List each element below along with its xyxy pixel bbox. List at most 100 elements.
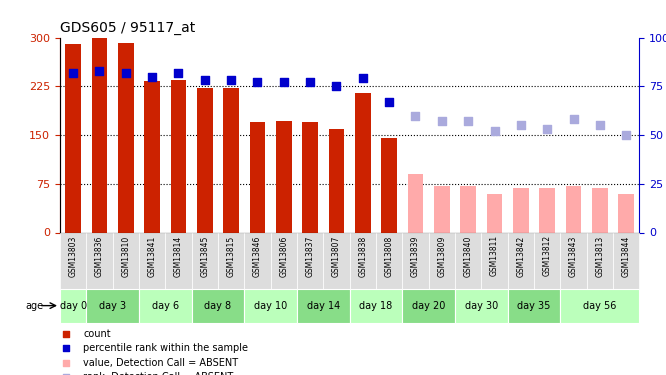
Text: GSM13838: GSM13838 — [358, 236, 368, 277]
Text: GSM13811: GSM13811 — [490, 236, 499, 276]
Text: day 8: day 8 — [204, 301, 232, 310]
Text: day 10: day 10 — [254, 301, 287, 310]
Point — [94, 68, 105, 74]
Text: GSM13803: GSM13803 — [69, 236, 78, 277]
Text: GSM13812: GSM13812 — [543, 236, 551, 276]
FancyBboxPatch shape — [113, 232, 139, 289]
FancyBboxPatch shape — [139, 232, 165, 289]
Text: day 20: day 20 — [412, 301, 446, 310]
FancyBboxPatch shape — [429, 232, 455, 289]
Text: day 18: day 18 — [360, 301, 393, 310]
Bar — [408, 174, 424, 232]
Point — [331, 83, 342, 89]
FancyBboxPatch shape — [87, 289, 139, 322]
FancyBboxPatch shape — [402, 232, 429, 289]
Bar — [250, 122, 265, 232]
FancyBboxPatch shape — [587, 232, 613, 289]
FancyBboxPatch shape — [297, 232, 323, 289]
Point — [397, 237, 408, 243]
Text: GSM13844: GSM13844 — [621, 236, 631, 277]
Text: GSM13842: GSM13842 — [516, 236, 525, 277]
Bar — [118, 44, 134, 232]
Text: day 35: day 35 — [517, 301, 551, 310]
FancyBboxPatch shape — [560, 289, 639, 322]
Point — [621, 132, 631, 138]
FancyBboxPatch shape — [192, 289, 244, 322]
Text: day 30: day 30 — [465, 301, 498, 310]
Bar — [302, 122, 318, 232]
Text: GSM13807: GSM13807 — [332, 236, 341, 277]
Point — [68, 70, 79, 76]
Text: GSM13815: GSM13815 — [226, 236, 236, 277]
Text: GSM13841: GSM13841 — [148, 236, 157, 277]
FancyBboxPatch shape — [613, 232, 639, 289]
FancyBboxPatch shape — [139, 289, 192, 322]
Text: GSM13836: GSM13836 — [95, 236, 104, 277]
Point — [542, 126, 553, 132]
Text: GSM13846: GSM13846 — [253, 236, 262, 277]
FancyBboxPatch shape — [60, 289, 87, 322]
Bar — [223, 88, 239, 232]
Text: GSM13810: GSM13810 — [121, 236, 131, 277]
Point — [200, 77, 210, 83]
Bar — [434, 186, 450, 232]
FancyBboxPatch shape — [244, 289, 297, 322]
FancyBboxPatch shape — [350, 232, 376, 289]
Point — [305, 80, 316, 86]
Text: GSM13814: GSM13814 — [174, 236, 183, 277]
Point — [173, 70, 184, 76]
Bar — [145, 81, 160, 232]
Point — [410, 112, 421, 118]
Point — [252, 80, 263, 86]
Bar — [170, 80, 186, 232]
Bar — [381, 138, 397, 232]
Text: value, Detection Call = ABSENT: value, Detection Call = ABSENT — [83, 358, 238, 368]
Text: percentile rank within the sample: percentile rank within the sample — [83, 343, 248, 353]
FancyBboxPatch shape — [244, 232, 270, 289]
Point — [463, 118, 474, 124]
Text: day 14: day 14 — [306, 301, 340, 310]
Text: day 0: day 0 — [59, 301, 87, 310]
Bar — [460, 186, 476, 232]
FancyBboxPatch shape — [455, 289, 507, 322]
Point — [397, 104, 408, 110]
Point — [568, 116, 579, 122]
Point — [278, 80, 289, 86]
Text: day 3: day 3 — [99, 301, 126, 310]
Text: GSM13808: GSM13808 — [385, 236, 394, 277]
Bar — [65, 44, 81, 232]
FancyBboxPatch shape — [297, 289, 350, 322]
FancyBboxPatch shape — [270, 232, 297, 289]
FancyBboxPatch shape — [507, 232, 534, 289]
Bar — [618, 194, 634, 232]
FancyBboxPatch shape — [482, 232, 507, 289]
Point — [226, 77, 236, 83]
Point — [595, 122, 605, 128]
Text: count: count — [83, 328, 111, 339]
Bar — [592, 188, 608, 232]
Bar — [487, 194, 502, 232]
Text: GSM13813: GSM13813 — [595, 236, 604, 277]
Text: GSM13845: GSM13845 — [200, 236, 209, 277]
FancyBboxPatch shape — [323, 232, 350, 289]
Text: age: age — [26, 301, 44, 310]
FancyBboxPatch shape — [192, 232, 218, 289]
Text: day 56: day 56 — [583, 301, 617, 310]
Text: GSM13809: GSM13809 — [438, 236, 446, 277]
Bar — [539, 188, 555, 232]
FancyBboxPatch shape — [534, 232, 560, 289]
Text: GDS605 / 95117_at: GDS605 / 95117_at — [60, 21, 195, 35]
Bar — [328, 129, 344, 232]
Bar — [565, 186, 581, 232]
Point — [436, 118, 447, 124]
Text: GSM13839: GSM13839 — [411, 236, 420, 277]
Bar — [91, 38, 107, 232]
Point — [489, 128, 500, 134]
Point — [515, 122, 526, 128]
Text: GSM13837: GSM13837 — [306, 236, 314, 277]
FancyBboxPatch shape — [507, 289, 560, 322]
Bar — [513, 188, 529, 232]
FancyBboxPatch shape — [350, 289, 402, 322]
FancyBboxPatch shape — [560, 232, 587, 289]
Text: day 6: day 6 — [152, 301, 179, 310]
